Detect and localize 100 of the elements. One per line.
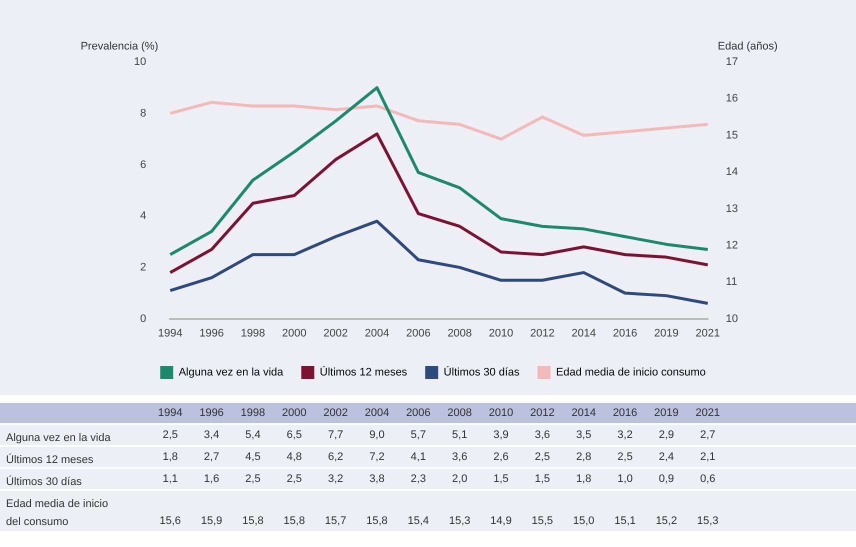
data-label: 0,6 bbox=[699, 473, 716, 486]
category-label: 1994 bbox=[158, 407, 182, 419]
data-label: 1,0 bbox=[616, 473, 634, 486]
category-label: 2000 bbox=[282, 407, 306, 419]
data-label: 3,6 bbox=[451, 451, 468, 464]
data-label: 2,3 bbox=[410, 473, 427, 486]
data-label: 5,4 bbox=[244, 429, 262, 442]
category-label: 2014 bbox=[571, 407, 596, 419]
data-label: 2,9 bbox=[658, 429, 676, 442]
legend-label: Últimos 12 meses bbox=[320, 366, 408, 379]
category-label: 2004 bbox=[364, 407, 390, 419]
data-label: 7,7 bbox=[326, 429, 344, 442]
category-label: 2008 bbox=[447, 407, 472, 419]
data-label: 3,9 bbox=[492, 429, 510, 442]
x-tick-label: 2019 bbox=[654, 327, 679, 340]
x-tick-label: 2014 bbox=[571, 327, 596, 340]
data-label: 15,8 bbox=[282, 515, 306, 528]
y-tick-label: 4 bbox=[140, 210, 146, 222]
data-label: 1,8 bbox=[162, 451, 179, 464]
data-label: 15,7 bbox=[324, 515, 348, 528]
x-tick-label: 2004 bbox=[364, 327, 390, 340]
y-tick-label: 0 bbox=[140, 312, 146, 325]
x-tick-label: 2006 bbox=[406, 327, 431, 340]
x-tick-label: 2010 bbox=[488, 327, 514, 340]
data-label: 3,2 bbox=[616, 429, 634, 442]
x-tick-label: 2000 bbox=[282, 327, 307, 340]
data-label: 3,6 bbox=[534, 429, 551, 442]
legend-label: Edad media de inicio consumo bbox=[556, 366, 706, 379]
y-tick-label: 2 bbox=[140, 261, 146, 274]
data-label: 4,8 bbox=[286, 451, 303, 464]
data-label: 2,6 bbox=[492, 451, 510, 464]
data-label: 2,5 bbox=[616, 451, 634, 464]
x-tick-label: 2012 bbox=[530, 327, 555, 340]
y2-tick-label: 13 bbox=[726, 202, 738, 215]
data-label: 5,7 bbox=[410, 429, 427, 442]
y2-tick-label: 11 bbox=[726, 276, 738, 288]
x-tick-label: 1994 bbox=[158, 327, 182, 340]
category-label: 2010 bbox=[488, 407, 514, 419]
x-tick-label: 2021 bbox=[696, 327, 720, 340]
text: Alguna vez en la vida bbox=[6, 431, 112, 446]
category-label: 1996 bbox=[199, 407, 224, 419]
data-label: 9,0 bbox=[368, 429, 386, 442]
text: Edad media de inicio del consumo bbox=[6, 497, 110, 530]
y2-tick-label: 17 bbox=[726, 56, 738, 68]
y2-tick-label: 14 bbox=[726, 166, 738, 178]
data-label: 6,5 bbox=[286, 429, 303, 442]
data-label: 5,1 bbox=[451, 429, 468, 442]
data-label: 15,6 bbox=[158, 515, 182, 528]
data-label: 15,1 bbox=[613, 515, 637, 528]
data-label: 15,2 bbox=[654, 515, 678, 528]
data-label: 15,4 bbox=[406, 515, 430, 528]
data-label: 4,5 bbox=[244, 451, 262, 464]
category-label: 2016 bbox=[612, 407, 638, 419]
category-label: 2019 bbox=[654, 407, 679, 419]
category-label: 2006 bbox=[406, 407, 431, 419]
category-label: 2002 bbox=[323, 407, 348, 419]
data-label: 2,5 bbox=[534, 451, 551, 464]
data-label: 2,4 bbox=[658, 451, 676, 464]
y-tick-label: 8 bbox=[140, 107, 146, 120]
y-tick-label: 6 bbox=[140, 158, 146, 171]
data-label: 2,7 bbox=[699, 429, 716, 442]
data-label: 1,1 bbox=[162, 473, 179, 486]
data-label: 14,9 bbox=[489, 515, 513, 528]
legend-label: Alguna vez en la vida bbox=[178, 366, 284, 379]
y2-axis-title: Edad (años) bbox=[718, 40, 778, 53]
data-label: 4,1 bbox=[410, 451, 427, 464]
y2-tick-label: 16 bbox=[726, 92, 738, 105]
x-tick-label: 1996 bbox=[199, 327, 224, 340]
data-label: 0,9 bbox=[658, 473, 676, 486]
data-label: 3,2 bbox=[326, 473, 344, 486]
data-label: 2,0 bbox=[451, 473, 468, 486]
data-label: 2,5 bbox=[286, 473, 303, 486]
data-label: 3,5 bbox=[575, 429, 592, 442]
data-label: 2,5 bbox=[162, 429, 179, 442]
data-label: 2,7 bbox=[202, 451, 220, 464]
x-tick-label: 2016 bbox=[612, 327, 638, 340]
data-label: 15,0 bbox=[572, 515, 596, 528]
text: Últimos 30 días bbox=[6, 474, 83, 490]
y-tick-label: 10 bbox=[134, 56, 146, 68]
data-label: 15,3 bbox=[696, 515, 720, 528]
y-axis-title: Prevalencia (%) bbox=[80, 40, 158, 53]
data-label: 1,5 bbox=[492, 473, 510, 486]
y2-tick-label: 10 bbox=[726, 312, 738, 325]
category-label: 2021 bbox=[696, 407, 720, 419]
data-label: 1,5 bbox=[534, 473, 551, 486]
data-label: 7,2 bbox=[368, 451, 386, 464]
category-label: 1998 bbox=[240, 407, 266, 419]
data-label: 2,5 bbox=[244, 473, 262, 486]
data-label: 15,8 bbox=[365, 515, 389, 528]
x-tick-label: 2002 bbox=[323, 327, 348, 340]
data-label: 15,5 bbox=[530, 515, 554, 528]
y2-tick-label: 15 bbox=[726, 129, 738, 142]
data-label: 1,8 bbox=[575, 473, 592, 486]
data-label: 6,2 bbox=[326, 451, 344, 464]
x-tick-label: 2008 bbox=[447, 327, 472, 340]
y2-tick-label: 12 bbox=[726, 239, 738, 252]
legend-label: Últimos 30 días bbox=[444, 366, 520, 379]
category-label: 2012 bbox=[530, 407, 555, 419]
data-label: 1,6 bbox=[202, 473, 220, 486]
data-label: 2,8 bbox=[575, 451, 592, 464]
